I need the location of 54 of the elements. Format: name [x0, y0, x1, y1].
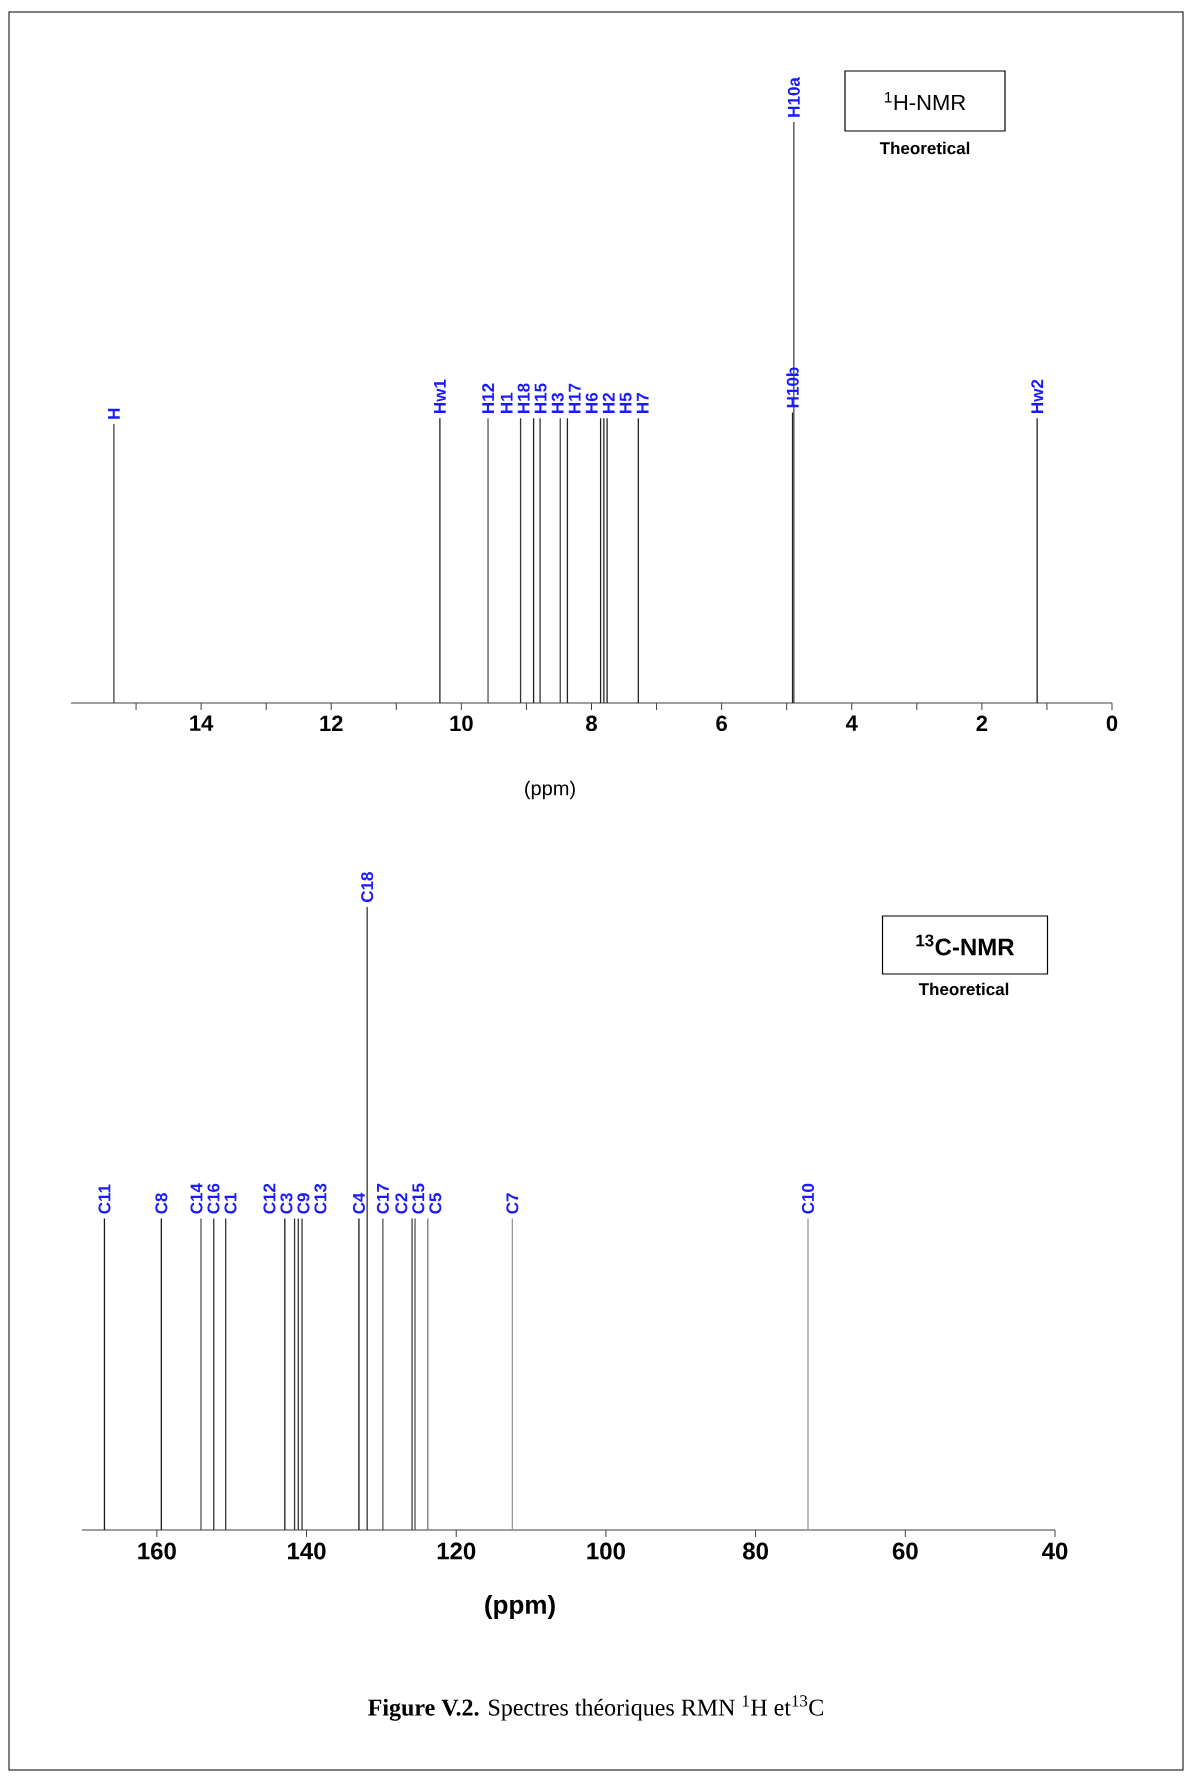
annotation: C3: [280, 1193, 293, 1214]
x-tick-label: 6: [716, 715, 727, 732]
x-tick-label: 4: [845, 715, 858, 731]
annotation: Theoretical: [918, 982, 1009, 996]
annotation: H15: [534, 383, 547, 413]
annotation: C10: [801, 1183, 815, 1214]
annotation: C17: [376, 1183, 389, 1214]
annotation: C11: [98, 1184, 111, 1214]
annotation: C16: [207, 1183, 220, 1214]
annotation: H2: [602, 393, 615, 413]
annotation: H: [108, 408, 120, 419]
x-tick-label: 100: [587, 1542, 625, 1560]
x-tick-label: 60: [892, 1542, 918, 1560]
x-tick-label: 0: [1106, 715, 1118, 732]
annotation: C15: [412, 1183, 425, 1214]
annotation: H10a: [787, 77, 800, 117]
annotation: C13: [314, 1183, 327, 1214]
annotation: H6: [585, 392, 598, 413]
annotation: C9: [297, 1193, 310, 1214]
annotation: H17: [568, 383, 581, 413]
annotation: $^{13}$C-NMR: [916, 934, 1015, 956]
annotation: Hw2: [1031, 379, 1044, 413]
annotation: H7: [636, 393, 649, 413]
annotation: H1: [500, 392, 513, 413]
annotation: H3: [551, 392, 564, 413]
annotation: C8: [155, 1193, 168, 1214]
x-tick-label: 120: [437, 1542, 476, 1560]
annotation: C12: [263, 1183, 276, 1214]
annotation: C2: [395, 1193, 408, 1214]
annotation: H12: [482, 383, 494, 413]
annotation: C14: [190, 1183, 203, 1214]
x-tick-label: 40: [1042, 1542, 1068, 1560]
x-tick-label: 12: [320, 715, 343, 731]
x-axis-title: (ppm): [525, 780, 575, 800]
annotation: C1: [224, 1193, 237, 1214]
x-tick-label: 14: [190, 715, 214, 731]
x-tick-label: 2: [976, 715, 988, 731]
text: Figure V.2. Spectres théoriques RMN $^{1}$H et$^{13}$C: [368, 1695, 823, 1721]
annotation: C4: [352, 1192, 365, 1214]
annotation: H18: [517, 383, 530, 413]
x-axis-title: (ppm): [485, 1594, 555, 1620]
x-tick-label: 8: [586, 715, 597, 732]
x-tick-label: 80: [743, 1542, 768, 1560]
annotation: C18: [361, 872, 374, 903]
annotation: Theoretical: [879, 141, 970, 155]
x-tick-label: 140: [288, 1542, 326, 1560]
annotation: Hw1: [434, 379, 446, 413]
annotation: H10b: [786, 367, 799, 408]
annotation: C5: [429, 1193, 442, 1214]
x-tick-label: 160: [138, 1542, 176, 1560]
x-tick-label: 10: [450, 715, 473, 732]
annotation: H5: [619, 392, 632, 413]
text: $^{1}$H-NMR: [884, 91, 966, 111]
annotation: C7: [506, 1193, 519, 1214]
